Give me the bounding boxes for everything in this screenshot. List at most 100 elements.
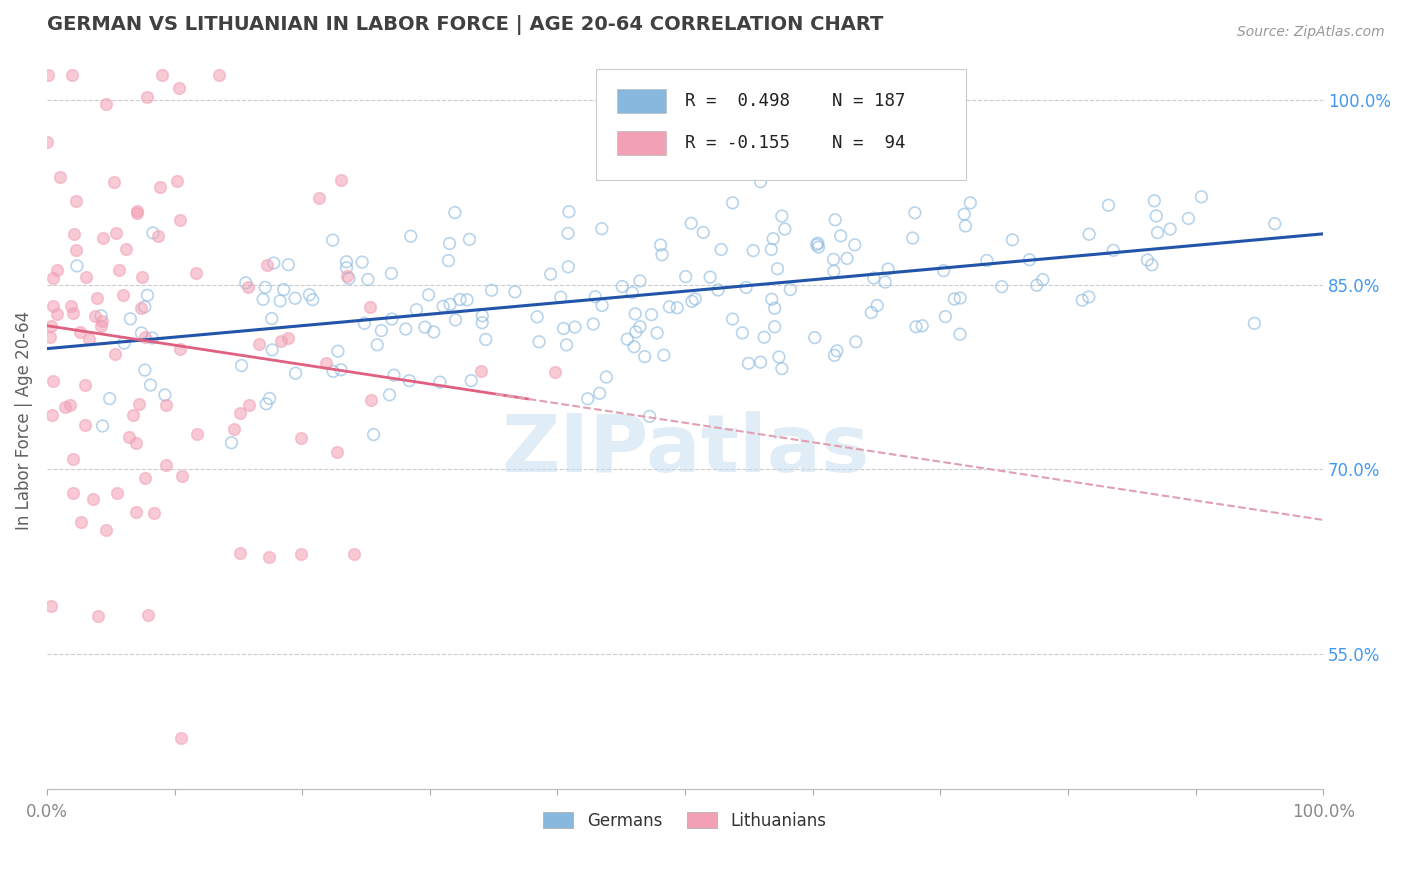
Point	[270, 334, 292, 349]
Point	[103, 175, 125, 189]
Point	[172, 469, 194, 483]
Point	[395, 322, 418, 336]
Point	[262, 343, 284, 357]
Point	[124, 505, 146, 519]
Point	[806, 237, 828, 252]
Point	[284, 366, 307, 380]
Point	[623, 340, 645, 354]
Point	[184, 266, 207, 280]
Point	[263, 256, 285, 270]
Point	[557, 227, 579, 241]
Point	[1143, 194, 1166, 208]
Point	[41, 271, 63, 285]
Point	[1032, 272, 1054, 286]
Point	[131, 270, 153, 285]
Point	[762, 232, 785, 246]
Point	[363, 427, 385, 442]
Point	[208, 69, 231, 83]
Point	[252, 293, 274, 307]
Point	[595, 370, 617, 384]
Point	[169, 342, 191, 356]
Bar	[617, 89, 666, 113]
Point	[150, 69, 173, 83]
Point	[359, 300, 381, 314]
Point	[823, 264, 845, 278]
Point	[437, 253, 460, 268]
Point	[38, 330, 60, 344]
Point	[370, 324, 392, 338]
Point	[761, 243, 783, 257]
Point	[683, 292, 706, 306]
Point	[290, 431, 312, 445]
Point	[142, 226, 165, 240]
Point	[582, 317, 605, 331]
Point	[247, 337, 270, 351]
Point	[125, 204, 148, 219]
Point	[104, 346, 127, 360]
Point	[167, 80, 190, 95]
Point	[330, 363, 353, 377]
Point	[650, 238, 672, 252]
Point	[1078, 227, 1101, 242]
Point	[1136, 252, 1159, 267]
Point	[111, 288, 134, 302]
Text: Source: ZipAtlas.com: Source: ZipAtlas.com	[1237, 25, 1385, 39]
Point	[761, 293, 783, 307]
Point	[439, 297, 461, 311]
Point	[91, 230, 114, 244]
Legend: Germans, Lithuanians: Germans, Lithuanians	[537, 805, 834, 837]
Point	[120, 311, 142, 326]
Point	[366, 338, 388, 352]
Point	[94, 97, 117, 112]
Point	[526, 310, 548, 324]
Point	[692, 226, 714, 240]
Point	[835, 252, 858, 266]
Point	[398, 374, 420, 388]
Point	[460, 374, 482, 388]
Point	[284, 291, 307, 305]
Point	[444, 313, 467, 327]
Point	[59, 398, 82, 412]
Point	[824, 348, 846, 362]
Point	[378, 388, 401, 402]
Point	[335, 260, 357, 275]
Point	[1191, 190, 1213, 204]
Point	[471, 316, 494, 330]
Point	[763, 301, 786, 316]
Point	[872, 159, 894, 173]
Point	[860, 305, 883, 319]
Point	[752, 330, 775, 344]
Text: R = -0.155    N =  94: R = -0.155 N = 94	[685, 134, 905, 153]
Point	[236, 280, 259, 294]
Point	[959, 195, 981, 210]
Point	[588, 386, 610, 401]
Point	[877, 262, 900, 277]
Point	[737, 356, 759, 370]
Point	[322, 364, 344, 378]
Point	[352, 255, 374, 269]
Point	[612, 279, 634, 293]
Point	[142, 506, 165, 520]
Point	[770, 209, 793, 223]
Point	[527, 334, 550, 349]
Point	[481, 283, 503, 297]
Point	[911, 318, 934, 333]
Point	[134, 471, 156, 485]
Point	[432, 299, 454, 313]
Point	[125, 206, 148, 220]
Point	[591, 221, 613, 235]
Point	[1018, 252, 1040, 267]
Point	[42, 299, 65, 313]
Point	[269, 293, 291, 308]
Point	[845, 334, 868, 349]
Point	[315, 356, 337, 370]
Point	[990, 279, 1012, 293]
Point	[458, 232, 481, 246]
Point	[90, 309, 112, 323]
Point	[273, 283, 295, 297]
Point	[136, 288, 159, 302]
Point	[779, 283, 801, 297]
Point	[65, 194, 87, 208]
Point	[35, 135, 58, 149]
Point	[1071, 293, 1094, 308]
